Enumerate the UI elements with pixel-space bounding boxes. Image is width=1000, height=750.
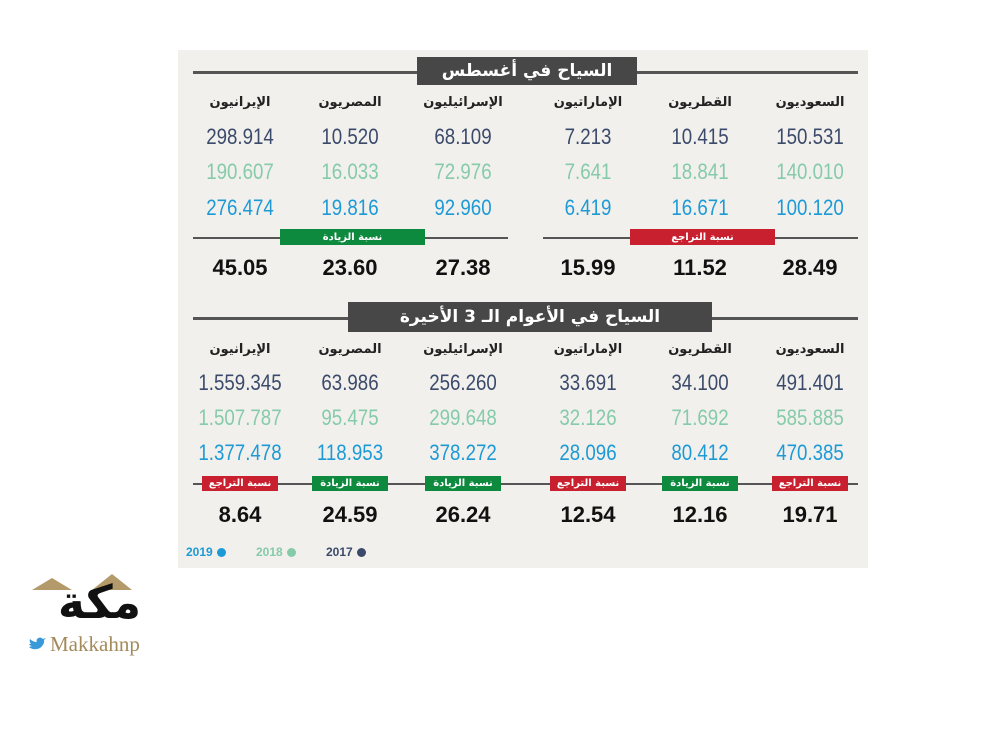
value-cell: 6.419 (564, 195, 612, 220)
rate-value: 27.38 (435, 255, 491, 280)
rate-value: 11.52 (673, 255, 727, 280)
rate-value: 12.16 (672, 502, 728, 527)
section-title: السياح في أغسطس (417, 57, 637, 85)
rate-value: 26.24 (435, 502, 491, 527)
value-cell: 1.377.478 (198, 440, 282, 465)
value-cell: 378.272 (429, 440, 497, 465)
rate-tag: نسبة التراجع (202, 476, 278, 491)
rate-value: 24.59 (322, 502, 378, 527)
value-cell: 1.559.345 (198, 370, 282, 395)
value-cell: 34.100 (671, 370, 729, 395)
rate-value: 19.71 (782, 502, 838, 527)
value-cell: 1.507.787 (198, 405, 282, 430)
value-cell: 7.641 (564, 159, 612, 184)
value-cell: 118.953 (316, 440, 384, 465)
handle-text: Makkahnp (50, 632, 140, 656)
value-cell: 71.692 (671, 405, 729, 430)
value-cell: 100.120 (776, 195, 844, 220)
value-cell: 10.415 (671, 124, 729, 149)
legend-item: 2018 (256, 545, 296, 559)
value-cell: 63.986 (321, 370, 379, 395)
value-cell: 32.126 (559, 405, 617, 430)
column-header: السعوديون (775, 342, 845, 357)
rate-tag: نسبة الزيادة (425, 476, 501, 491)
value-cell: 299.648 (429, 405, 497, 430)
rate-value: 12.54 (560, 502, 616, 527)
legend-label: 2017 (326, 545, 353, 559)
value-cell: 7.213 (564, 124, 612, 149)
value-cell: 19.816 (321, 195, 379, 220)
value-cell: 585.885 (776, 405, 844, 430)
value-cell: 33.691 (559, 370, 617, 395)
value-cell: 470.385 (776, 440, 844, 465)
social-handle: Makkahnp (28, 632, 140, 657)
column-header: القطريون (668, 342, 732, 357)
legend-swatch (216, 547, 226, 557)
value-cell: 18.841 (671, 159, 729, 184)
rate-rule (193, 483, 858, 485)
value-cell: 72.976 (434, 159, 492, 184)
value-cell: 16.033 (321, 159, 379, 184)
value-cell: 68.109 (434, 124, 492, 149)
column-header: الإسرائيليون (423, 95, 503, 110)
column-header: الإماراتيون (553, 342, 623, 357)
value-cell: 150.531 (776, 124, 844, 149)
legend-swatch (356, 547, 366, 557)
legend-swatch (286, 547, 296, 557)
value-cell: 16.671 (671, 195, 729, 220)
column-header: القطريون (668, 95, 732, 110)
logo: مكة (22, 560, 177, 630)
column-header: الإسرائيليون (423, 342, 503, 357)
rate-tag: نسبة التراجع (550, 476, 626, 491)
legend-label: 2019 (186, 545, 213, 559)
legend-item: 2019 (186, 545, 226, 559)
rate-tag: نسبة الزيادة (662, 476, 738, 491)
value-cell: 276.474 (206, 195, 274, 220)
legend-item: 2017 (326, 545, 366, 559)
value-cell: 491.401 (776, 370, 844, 395)
rate-value: 8.64 (218, 502, 262, 527)
rate-tag: نسبة التراجع (630, 229, 775, 245)
value-cell: 95.475 (321, 405, 379, 430)
value-cell: 190.607 (206, 159, 274, 184)
logo-name: مكة (57, 575, 142, 629)
value-cell: 80.412 (671, 440, 729, 465)
column-header: السعوديون (775, 95, 845, 110)
column-header: المصريون (318, 95, 382, 110)
section-title: السياح في الأعوام الـ 3 الأخيرة (348, 302, 712, 332)
bird-icon (29, 637, 46, 650)
value-cell: 140.010 (776, 159, 844, 184)
value-cell: 298.914 (206, 124, 274, 149)
value-cell: 256.260 (429, 370, 497, 395)
column-header: المصريون (318, 342, 382, 357)
legend-label: 2018 (256, 545, 283, 559)
column-header: الإيرانيون (209, 95, 271, 110)
rate-value: 23.60 (322, 255, 378, 280)
column-header: الإيرانيون (209, 342, 271, 357)
rate-value: 15.99 (560, 255, 616, 280)
rate-tag: نسبة الزيادة (312, 476, 388, 491)
rate-tag: نسبة الزيادة (280, 229, 425, 245)
rate-tag: نسبة التراجع (772, 476, 848, 491)
value-cell: 10.520 (321, 124, 379, 149)
rate-value: 28.49 (782, 255, 838, 280)
value-cell: 92.960 (434, 195, 492, 220)
value-cell: 28.096 (559, 440, 617, 465)
rate-value: 45.05 (212, 255, 268, 280)
logo-ornament (32, 574, 132, 590)
column-header: الإماراتيون (553, 95, 623, 110)
